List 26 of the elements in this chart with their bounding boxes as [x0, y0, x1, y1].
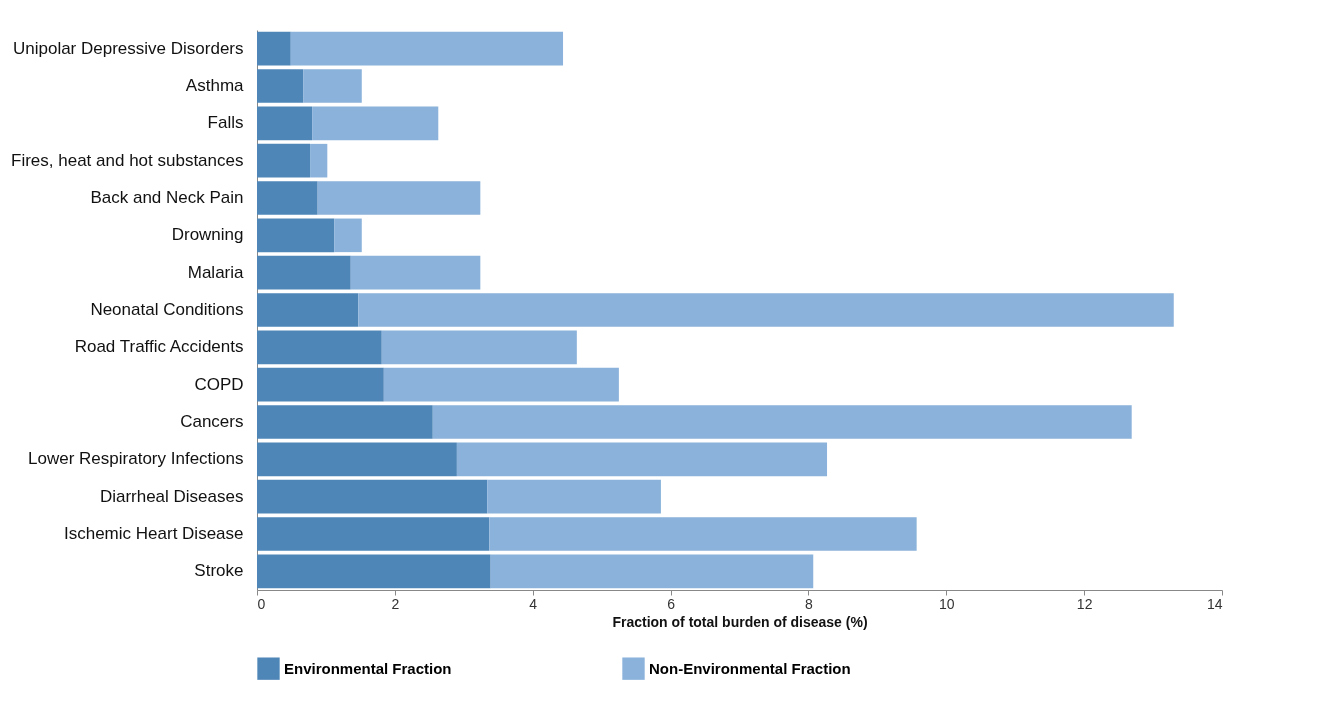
y-tick-label: Asthma — [185, 76, 245, 95]
y-tick-label: Unipolar Depressive Disorders — [12, 38, 244, 58]
x-tick-label: 4 — [529, 595, 538, 612]
y-tick-label: COPD — [194, 374, 244, 394]
x-tick-label: 8 — [805, 595, 814, 612]
y-tick-label: Malaria — [187, 262, 245, 282]
y-tick-label: Stroke — [194, 561, 244, 581]
y-tick-label: Back and Neck Pain — [90, 188, 244, 207]
y-tick-label: Fires, heat and hot substances — [11, 150, 244, 170]
y-tick-label: Lower Respiratory Infections — [28, 449, 244, 469]
y-tick-label: Cancers — [180, 412, 244, 431]
x-tick-label: 2 — [391, 595, 400, 612]
x-tick-label: 14 — [1206, 595, 1223, 612]
x-tick-label: 12 — [1076, 595, 1093, 612]
x-axis-title: Fraction of total burden of disease (%) — [612, 613, 868, 630]
legend-label: Environmental Fraction — [284, 659, 452, 677]
x-tick-label: 0 — [257, 595, 266, 612]
y-tick-label: Diarrheal Diseases — [99, 486, 244, 506]
y-tick-label: Road Traffic Accidents — [74, 337, 244, 357]
x-tick-label: 10 — [939, 595, 955, 612]
y-tick-label: Ischemic Heart Disease — [63, 524, 244, 543]
x-tick-label: 6 — [667, 595, 676, 612]
y-tick-label: Drowning — [171, 225, 244, 245]
legend-label: Non-Environmental Fraction — [649, 659, 851, 677]
y-tick-label: Falls — [207, 113, 244, 133]
y-tick-label: Neonatal Conditions — [90, 300, 244, 319]
